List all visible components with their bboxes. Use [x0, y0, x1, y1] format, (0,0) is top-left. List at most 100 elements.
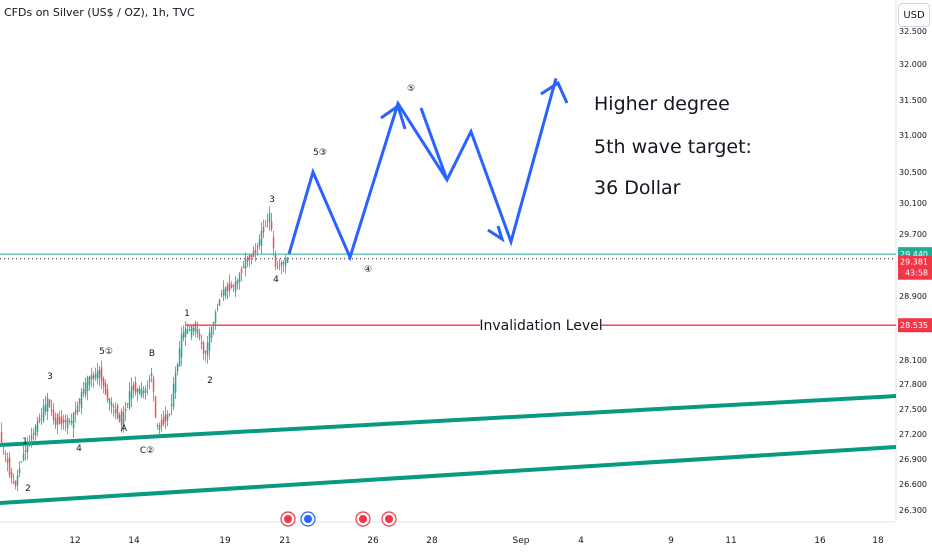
candle — [28, 435, 31, 448]
candle — [268, 206, 271, 231]
candle-body — [60, 416, 63, 425]
candle-body — [232, 284, 235, 287]
candle-body — [266, 221, 269, 223]
candle — [108, 397, 111, 411]
candle-body — [284, 258, 287, 267]
candle-body — [240, 268, 243, 274]
candle-body — [286, 257, 289, 264]
candle-body — [258, 239, 261, 246]
candle — [50, 399, 53, 416]
candle-body — [34, 425, 37, 436]
projection-segment — [419, 107, 449, 181]
candle — [234, 276, 237, 298]
symbol-title: CFDs on Silver (US$ / OZ), 1h, TVC — [4, 6, 195, 19]
candle — [94, 367, 97, 381]
candle-body — [192, 327, 195, 332]
candle-body — [148, 378, 151, 382]
candle-body — [44, 404, 47, 412]
time-tick-label: 18 — [872, 536, 884, 546]
candle-body — [166, 414, 169, 421]
candle — [124, 401, 127, 421]
candle — [110, 397, 113, 414]
candle-body — [248, 255, 251, 260]
candle — [236, 278, 239, 290]
candle — [42, 398, 45, 423]
price-tick-label: 31.500 — [899, 96, 927, 105]
candle-body — [274, 255, 277, 267]
candle — [120, 408, 123, 433]
price-tick-label: 32.000 — [899, 60, 927, 69]
candle — [22, 445, 25, 462]
candle-body — [236, 279, 239, 285]
candle-body — [116, 405, 119, 418]
time-tick-label: Sep — [513, 536, 530, 546]
time-tick-label: 21 — [279, 536, 290, 546]
candle — [286, 256, 289, 264]
candle-body — [38, 417, 41, 422]
candle-body — [204, 350, 207, 353]
candle — [144, 385, 147, 400]
candle-body — [182, 331, 185, 339]
candle-body — [122, 411, 125, 428]
candle — [56, 413, 59, 434]
candle-body — [202, 342, 205, 355]
candle — [92, 371, 95, 388]
candle — [0, 422, 3, 446]
candle-body — [110, 402, 113, 407]
channel-lower-line — [0, 445, 897, 505]
target-annotation-line: 36 Dollar — [594, 177, 681, 199]
candle — [276, 260, 279, 270]
candle-body — [196, 328, 199, 334]
candle — [260, 222, 263, 254]
candle-body — [118, 414, 121, 422]
candle — [44, 395, 47, 416]
candle-body — [218, 299, 221, 306]
candle-body — [22, 453, 25, 461]
candle-body — [52, 409, 55, 420]
candle-body — [230, 284, 233, 289]
candle-body — [162, 416, 165, 425]
candle — [170, 394, 173, 416]
candle-body — [58, 417, 61, 424]
candle — [52, 403, 55, 425]
candle-body — [214, 312, 217, 323]
candle-body — [104, 382, 107, 395]
time-tick-label: 14 — [128, 536, 140, 546]
candle — [68, 418, 71, 425]
candle — [24, 443, 27, 461]
candle-body — [212, 321, 215, 326]
event-icon-dot — [304, 515, 312, 523]
candle — [112, 403, 115, 417]
candle-body — [168, 413, 171, 415]
candle — [60, 410, 63, 430]
candle-body — [250, 254, 253, 258]
candle — [62, 414, 65, 430]
candle-body — [86, 377, 89, 392]
candle — [172, 377, 175, 411]
candle-body — [26, 444, 29, 452]
candle-body — [0, 431, 3, 443]
target-annotation-line: Higher degree — [594, 93, 730, 115]
price-tick-label: 30.500 — [899, 168, 927, 177]
wave-label: 2 — [25, 484, 31, 494]
price-tick-label: 28.100 — [899, 356, 927, 365]
candle — [222, 280, 225, 302]
candle — [274, 250, 277, 270]
candle — [26, 436, 29, 460]
candle — [2, 443, 5, 456]
candle — [122, 406, 125, 433]
candle-body — [140, 388, 143, 397]
candle-body — [152, 378, 155, 392]
candle-body — [256, 245, 259, 248]
price-label-current: 29.381 43:58 — [898, 255, 932, 280]
candle — [116, 403, 119, 420]
candle — [148, 375, 151, 390]
candle — [106, 384, 109, 403]
currency-button[interactable]: USD — [898, 3, 930, 27]
candle — [238, 271, 241, 290]
time-tick-label: 28 — [426, 536, 438, 546]
candle — [160, 414, 163, 433]
projection-arrowhead — [487, 225, 505, 243]
